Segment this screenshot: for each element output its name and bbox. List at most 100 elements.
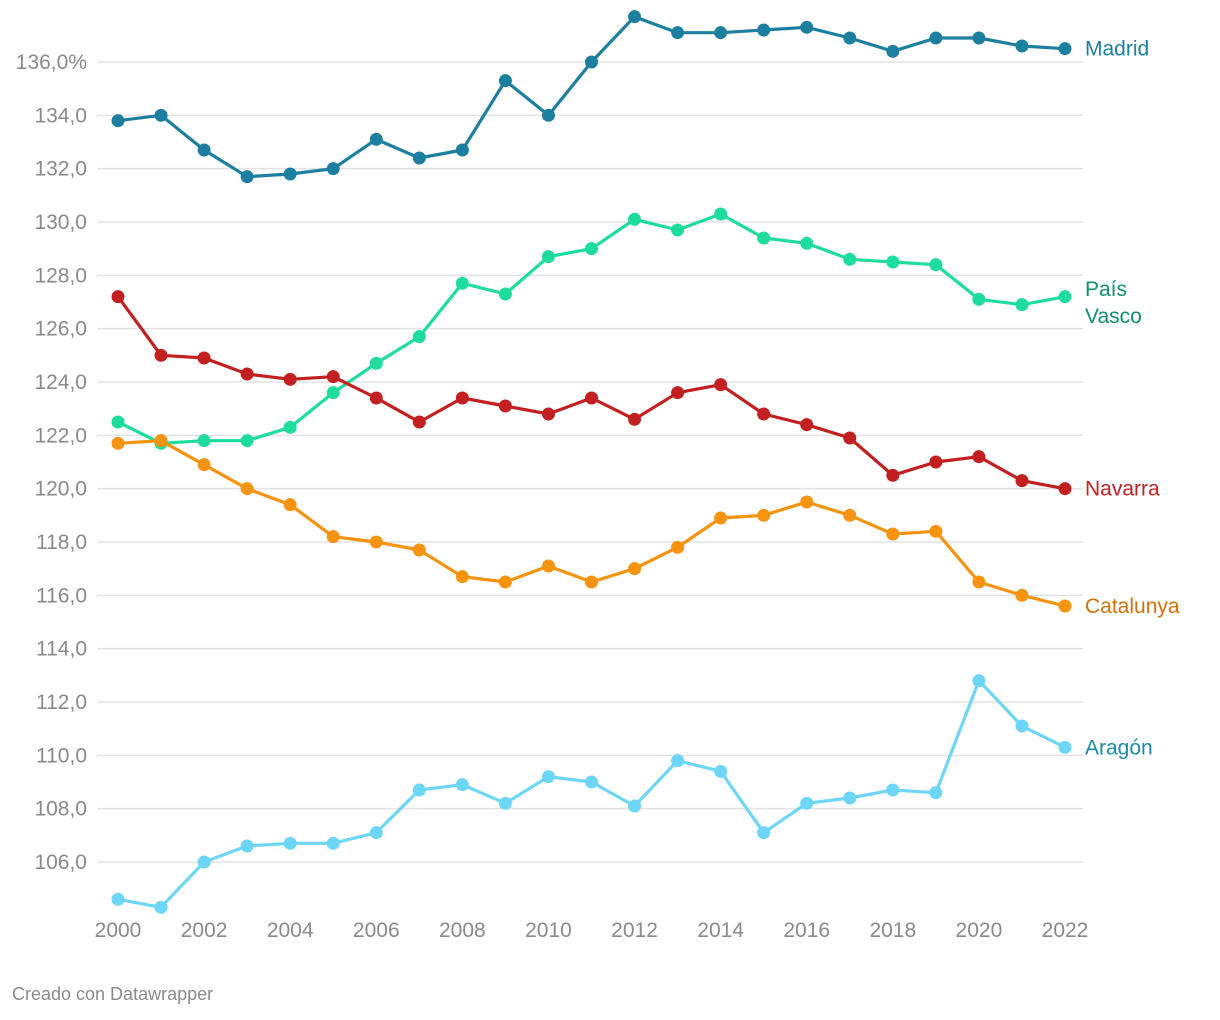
data-point[interactable] [541,407,555,421]
data-point[interactable] [412,151,426,165]
data-point[interactable] [585,391,598,405]
data-point[interactable] [154,348,168,362]
data-point[interactable] [240,170,254,184]
data-point[interactable] [800,418,814,432]
data-point[interactable] [498,796,512,810]
data-point[interactable] [326,162,340,176]
data-point[interactable] [972,674,986,688]
data-point[interactable] [197,143,211,157]
data-point[interactable] [714,764,728,778]
data-point[interactable] [843,252,857,266]
data-point[interactable] [843,31,857,45]
data-point[interactable] [455,143,469,157]
data-point[interactable] [240,482,254,496]
data-point[interactable] [369,132,383,146]
data-point[interactable] [111,892,125,906]
data-point[interactable] [929,31,943,45]
data-point[interactable] [929,258,943,272]
data-point[interactable] [1058,740,1072,754]
data-point[interactable] [628,212,642,226]
data-point[interactable] [326,386,340,400]
data-point[interactable] [498,575,512,589]
data-point[interactable] [369,826,383,840]
data-point[interactable] [111,290,125,304]
data-point[interactable] [412,543,426,557]
data-point[interactable] [154,434,168,448]
data-point[interactable] [240,839,254,853]
data-point[interactable] [714,207,728,221]
data-point[interactable] [972,450,986,464]
data-point[interactable] [498,287,512,301]
data-point[interactable] [369,356,383,370]
data-point[interactable] [972,575,986,589]
data-point[interactable] [240,367,254,381]
data-point[interactable] [541,559,555,573]
data-point[interactable] [197,434,211,448]
data-point[interactable] [757,23,771,37]
data-point[interactable] [541,770,555,784]
data-point[interactable] [1015,39,1029,53]
data-point[interactable] [671,386,685,400]
data-point[interactable] [757,407,771,421]
data-point[interactable] [326,836,340,850]
data-point[interactable] [843,791,857,805]
data-point[interactable] [412,330,426,344]
data-point[interactable] [671,540,685,554]
data-point[interactable] [671,754,685,768]
data-point[interactable] [1058,482,1072,496]
data-point[interactable] [111,415,125,429]
data-point[interactable] [1058,599,1072,613]
data-point[interactable] [929,455,943,469]
data-point[interactable] [541,250,555,264]
data-point[interactable] [714,378,728,392]
data-point[interactable] [498,74,512,88]
data-point[interactable] [628,412,642,426]
data-point[interactable] [197,855,211,869]
data-point[interactable] [326,370,340,384]
data-point[interactable] [1058,42,1072,56]
data-point[interactable] [154,108,168,122]
data-point[interactable] [886,783,900,797]
data-point[interactable] [843,431,857,445]
data-point[interactable] [671,223,685,237]
data-point[interactable] [111,114,125,128]
data-point[interactable] [757,231,771,245]
data-point[interactable] [714,511,728,525]
data-point[interactable] [757,508,771,522]
data-point[interactable] [585,242,598,256]
data-point[interactable] [1015,298,1029,312]
data-point[interactable] [111,436,125,450]
data-point[interactable] [929,786,943,800]
data-point[interactable] [541,108,555,122]
data-point[interactable] [283,836,297,850]
data-point[interactable] [369,535,383,549]
data-point[interactable] [800,796,814,810]
data-point[interactable] [800,495,814,509]
data-point[interactable] [197,458,211,472]
data-point[interactable] [886,255,900,269]
data-point[interactable] [1058,290,1072,304]
data-point[interactable] [412,415,426,429]
data-point[interactable] [886,44,900,58]
data-point[interactable] [671,26,685,40]
data-point[interactable] [154,900,168,914]
data-point[interactable] [1015,474,1029,488]
data-point[interactable] [800,20,814,34]
data-point[interactable] [326,530,340,544]
data-point[interactable] [369,391,383,405]
data-point[interactable] [455,570,469,584]
data-point[interactable] [1015,719,1029,733]
data-point[interactable] [972,292,986,306]
data-point[interactable] [455,276,469,290]
data-point[interactable] [757,826,771,840]
data-point[interactable] [929,524,943,538]
data-point[interactable] [628,799,642,813]
data-point[interactable] [283,167,297,181]
data-point[interactable] [843,508,857,522]
data-point[interactable] [886,468,900,482]
data-point[interactable] [628,10,642,24]
data-point[interactable] [585,775,598,789]
data-point[interactable] [628,562,642,576]
data-point[interactable] [886,527,900,541]
data-point[interactable] [585,55,598,69]
